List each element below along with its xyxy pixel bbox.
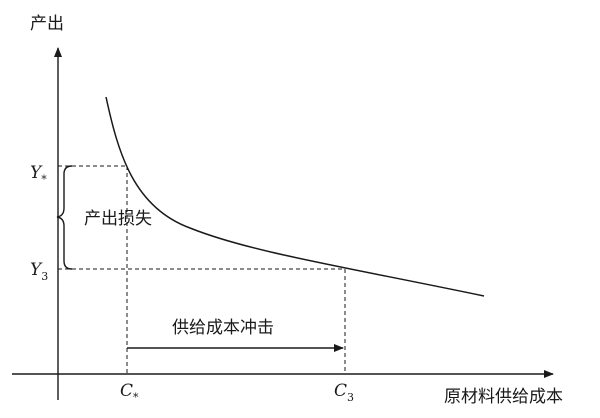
y-axis-label: 产出	[30, 14, 64, 34]
tick-x-right: C3	[334, 381, 354, 404]
tick-x-left: C*	[120, 381, 139, 404]
tick-y-high: Y*	[30, 163, 47, 186]
supply-cost-shock-label: 供给成本冲击	[172, 318, 274, 338]
left-brace-icon	[56, 165, 73, 270]
x-axis-label: 原材料供给成本	[444, 387, 563, 407]
cost-output-curve	[105, 96, 485, 297]
tick-y-low: Y3	[30, 260, 48, 283]
output-loss-label: 产出损失	[84, 209, 152, 229]
